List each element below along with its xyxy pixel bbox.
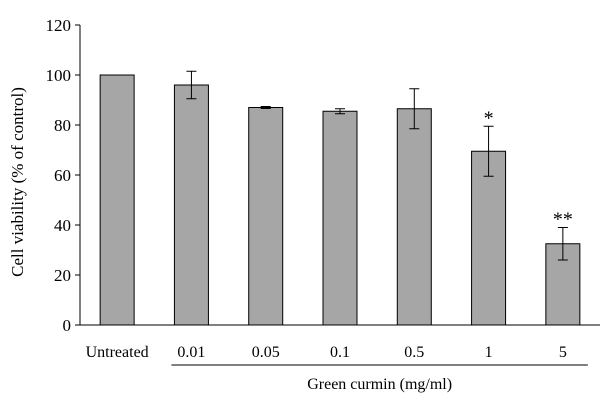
y-ticks: 0 20 40 60 80 100 120 bbox=[46, 16, 80, 335]
x-tick-label: Untreated bbox=[86, 344, 149, 361]
y-tick-label: 40 bbox=[54, 216, 71, 235]
y-tick-label: 60 bbox=[54, 166, 71, 185]
x-tick-labels: Untreated 0.01 0.05 0.1 0.5 1 5 bbox=[86, 344, 567, 361]
x-tick-label: 0.1 bbox=[330, 344, 350, 361]
bar-Untreated bbox=[99, 74, 135, 326]
y-tick-label: 80 bbox=[54, 116, 71, 135]
significance-marker: ** bbox=[553, 209, 573, 231]
significance-markers: *** bbox=[484, 107, 573, 230]
x-tick-label: 5 bbox=[559, 344, 567, 361]
y-tick-label: 0 bbox=[63, 316, 72, 335]
bars bbox=[99, 74, 581, 326]
y-tick-label: 20 bbox=[54, 266, 71, 285]
error-bars bbox=[186, 70, 568, 261]
y-tick-label: 100 bbox=[46, 66, 72, 85]
group-label: Green curmin (mg/ml) bbox=[307, 376, 452, 393]
x-tick-label: 0.5 bbox=[404, 344, 424, 361]
bar-0.05 bbox=[248, 107, 284, 326]
x-tick-label: 0.01 bbox=[177, 344, 205, 361]
bar-0.01 bbox=[173, 84, 209, 326]
y-axis-title: Cell viability (% of control) bbox=[8, 87, 27, 277]
significance-marker: * bbox=[484, 107, 494, 129]
x-tick-label: 1 bbox=[485, 344, 493, 361]
group-bracket: Green curmin (mg/ml) bbox=[171, 364, 588, 393]
x-tick-label: 0.05 bbox=[252, 344, 280, 361]
y-tick-label: 120 bbox=[46, 16, 72, 35]
bar-0.1 bbox=[322, 110, 358, 326]
bar-1 bbox=[471, 150, 507, 326]
bar-0.5 bbox=[396, 108, 432, 326]
y-axis-label: Cell viability (% of control) bbox=[8, 87, 27, 277]
